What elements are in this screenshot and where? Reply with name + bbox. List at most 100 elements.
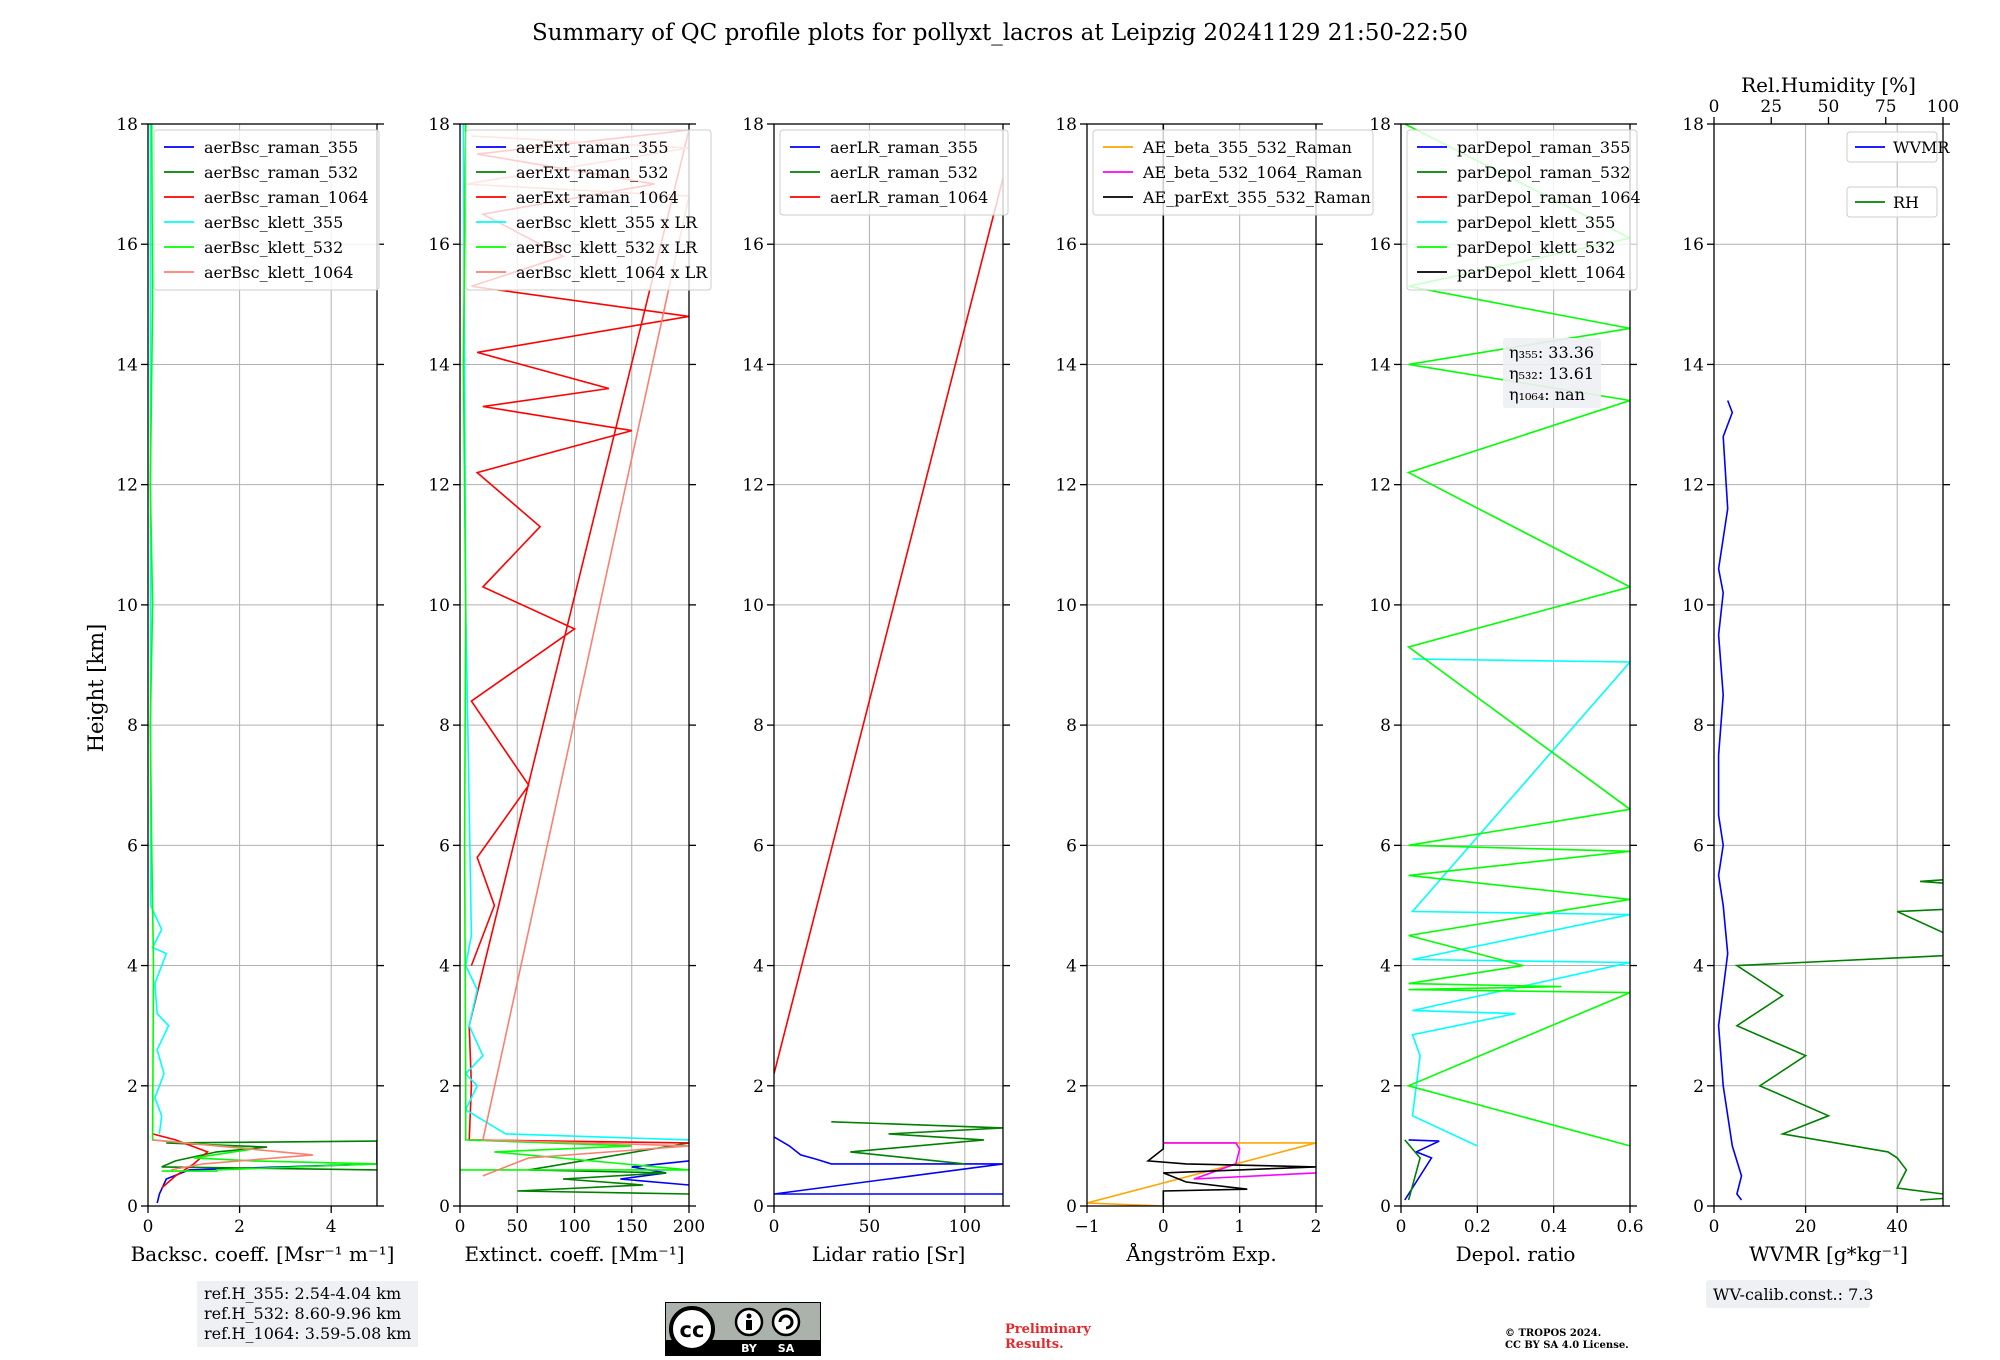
axes-frame [773,123,1004,1207]
y-tick-label: 0 [439,1197,450,1217]
axes-frame [1713,123,1944,1207]
y-tick-label: 4 [1693,957,1704,977]
x-axis-label: Backsc. coeff. [Msr⁻¹ m⁻¹] [131,1242,395,1266]
y-tick-label: 12 [1682,476,1704,496]
panel-lr: 0 2 4 6 8 10 12 14 16 18 0 50 100 Lidar ratio [Sr] aer… [742,115,1010,1266]
ref-height-532: ref.H_532: 8.60-9.96 km [204,1304,402,1323]
series-parDepol_klett_355 [1410,658,1630,1147]
legend-label: parDepol_raman_532 [1457,163,1630,182]
x-tick-label: 0.4 [1540,1217,1567,1237]
y-tick-label: 18 [428,115,450,135]
sa-icon [771,1307,801,1337]
series-aerBsc_klett_1064 x LR [465,135,689,1177]
x-tick-label: 2 [234,1217,245,1237]
legend-ext: aerExt_raman_355 aerExt_raman_532 aerExt_r… [465,129,712,291]
by-label: BY [741,1342,758,1355]
x-tick-label: 150 [616,1217,648,1237]
legend-RH: RH [1846,186,1938,218]
series-parDepol_raman_355 [1404,1139,1440,1201]
x-tick-label: −1 [1074,1217,1099,1237]
legend-label: aerBsc_klett_1064 x LR [516,263,708,282]
x-tick-label: 50 [859,1217,881,1237]
legend-label: parDepol_klett_1064 [1457,263,1626,282]
x-tick-label: 0.2 [1464,1217,1491,1237]
y-tick-label: 14 [1055,355,1077,375]
y-tick-label: 18 [1682,115,1704,135]
x-tick-label: 0.6 [1616,1217,1643,1237]
x-tick-label: 0 [143,1217,154,1237]
x-axis-label: Extinct. coeff. [Mm⁻¹] [464,1242,684,1266]
series-aerLR_raman_1064 [774,177,1003,1074]
top-x-tick-label: 50 [1818,97,1840,117]
x-tick-label: 0 [769,1217,780,1237]
x-axis-label: Ångström Exp. [1125,1241,1276,1266]
legend-label: aerBsc_raman_355 [204,138,358,157]
y-tick-label: 10 [116,596,138,616]
legend-bsc: aerBsc_raman_355 aerBsc_raman_532 aerBsc_r… [153,129,380,291]
legend-label: aerBsc_klett_532 [204,238,343,257]
legend-label: aerExt_raman_355 [516,138,669,157]
y-tick-label: 12 [116,476,138,496]
preliminary-note: Preliminary Results. [1005,1322,1091,1352]
x-tick-label: 0 [455,1217,466,1237]
top-x-tick-label: 0 [1709,97,1720,117]
legend-depol: parDepol_raman_355 parDepol_raman_532 parD… [1406,129,1641,291]
y-tick-label: 2 [1693,1077,1704,1097]
series-AE_parExt_355_532_Raman [1146,124,1316,1206]
y-tick-label: 0 [753,1197,764,1217]
sa-label: SA [778,1342,795,1355]
x-axis-label: WVMR [g*kg⁻¹] [1749,1242,1908,1266]
y-tick-label: 16 [1369,235,1391,255]
y-tick-label: 12 [1369,476,1391,496]
y-tick-label: 8 [1380,716,1391,736]
series-aerBsc_klett_355 [149,124,170,1135]
series-aerLR_raman_532 [831,1121,1003,1165]
legend-label: parDepol_klett_532 [1457,238,1615,257]
preliminary-line-2: Results. [1005,1337,1064,1352]
copyright-note: © TROPOS 2024. CC BY SA 4.0 License. [1505,1328,1629,1352]
y-tick-label: 16 [1055,235,1077,255]
y-tick-label: 4 [1380,957,1391,977]
cc-by-sa-badge: cc BY SA [665,1302,821,1356]
x-tick-label: 0 [1709,1217,1720,1237]
legend-label: AE_parExt_355_532_Raman [1142,188,1371,207]
legend-label: parDepol_raman_1064 [1457,188,1641,207]
legend-label: aerExt_raman_532 [516,163,669,182]
legend-ae: AE_beta_355_532_Raman AE_beta_532_1064_Ra… [1092,129,1374,216]
series-aerBsc_raman_532 [161,1140,377,1171]
y-tick-label: 8 [753,716,764,736]
x-tick-label: 1 [1234,1217,1245,1237]
legend-label: RH [1893,193,1919,212]
y-tick-label: 4 [127,957,138,977]
x-axis-label: Depol. ratio [1456,1242,1576,1266]
series-aerLR_raman_355 [774,1136,1003,1195]
top-x-tick-label: 75 [1875,97,1897,117]
y-tick-label: 14 [428,355,450,375]
series-aerBsc_klett_1064 [152,1139,313,1171]
x-tick-label: 100 [949,1217,981,1237]
series-AE_beta_532_1064_Raman [1163,1142,1316,1180]
y-tick-label: 10 [1055,596,1077,616]
y-tick-label: 6 [1380,836,1391,856]
y-tick-label: 2 [753,1077,764,1097]
eta-annotation: η₃₅₅: 33.36 η₅₃₂: 13.61 η₁₀₆₄: nan [1503,338,1601,408]
legend-label: aerBsc_klett_1064 [204,263,353,282]
y-tick-label: 18 [116,115,138,135]
y-tick-label: 0 [127,1197,138,1217]
y-tick-label: 18 [1369,115,1391,135]
y-tick-label: 6 [1066,836,1077,856]
legend-label: aerBsc_klett_355 [204,213,343,232]
y-tick-label: 0 [1380,1197,1391,1217]
legend-label: WVMR [1893,138,1950,157]
y-tick-label: 4 [753,957,764,977]
x-axis-label: Lidar ratio [Sr] [812,1242,966,1266]
legend-label: parDepol_raman_355 [1457,138,1630,157]
eta-line: η₁₀₆₄: nan [1509,385,1585,404]
series-parDepol_raman_532 [1404,1139,1421,1201]
x-tick-label: 20 [1795,1217,1817,1237]
legend-label: aerLR_raman_355 [830,138,978,157]
legend-label: aerBsc_klett_532 x LR [516,238,698,257]
y-tick-label: 0 [1693,1197,1704,1217]
wv-calib-text: WV-calib.const.: 7.3 [1713,1285,1874,1304]
